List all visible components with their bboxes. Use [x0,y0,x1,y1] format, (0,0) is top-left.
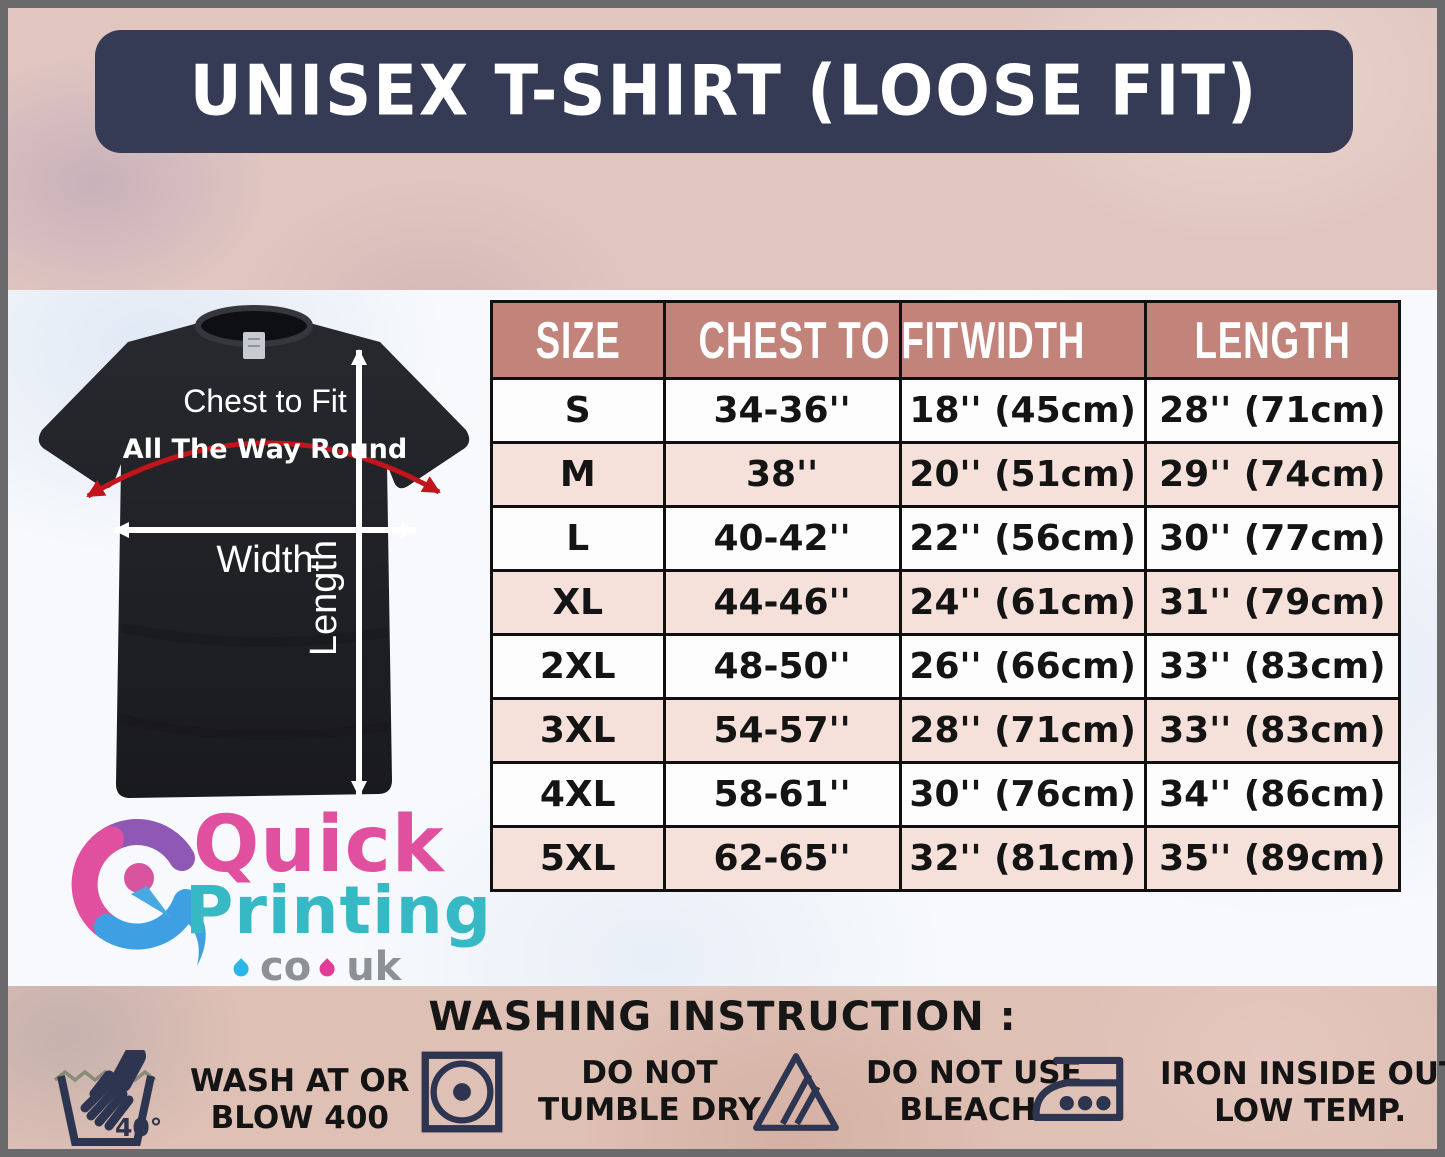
tshirt-image: Chest to Fit All The Way Round Width Len… [38,305,470,798]
col-header-length: LENGTH [1143,300,1402,380]
iron-inside-out-icon [1032,1056,1124,1122]
logo-swirl-icon [71,819,206,966]
chest-measure-arc [86,440,441,499]
size-table-header-row: SIZE CHEST TO FIT WIDTH LENGTH [490,300,1402,380]
logo-suffix-uk: uk [346,944,402,990]
table-row-5xl: 5XL 62-65'' 32'' (81cm) 35'' (89cm) [490,825,1402,892]
col-header-chest: CHEST TO FIT [662,300,958,380]
wash-label: IRON INSIDE OUT LOW TEMP. [1160,1056,1445,1129]
cyan-drop-icon [230,957,252,980]
washing-item-bleach: DO NOT USE BLEACH. [750,1050,1082,1134]
table-row-xl: XL 44-46'' 24'' (61cm) 31'' (79cm) [490,569,1402,636]
tshirt-measurement-diagram: Chest to Fit All The Way Round Width Len… [22,298,487,825]
quickprinting-logo: Quick Printing co uk [65,800,495,990]
table-row-2xl: 2XL 48-50'' 26'' (66cm) 33'' (83cm) [490,633,1402,700]
width-label: Width [216,539,313,581]
table-row-4xl: 4XL 58-61'' 30'' (76cm) 34'' (86cm) [490,761,1402,828]
wash-temp-label: 40° [115,1113,162,1142]
hand-wash-40-icon: 40° [53,1050,162,1146]
wash-label: DO NOT USE BLEACH. [866,1055,1082,1128]
col-header-width: WIDTH [898,300,1147,380]
do-not-tumble-dry-icon [421,1051,503,1133]
magenta-drop-icon [316,957,338,980]
title-banner: UNISEX T-SHIRT (LOOSE FIT) [95,30,1353,153]
col-header-size: SIZE [490,300,666,380]
logo-suffix: co uk [230,944,402,990]
table-row-s: S 34-36'' 18'' (45cm) 28'' (71cm) [490,377,1402,444]
table-row-m: M 38'' 20'' (51cm) 29'' (74cm) [490,441,1402,508]
table-row-l: L 40-42'' 22'' (56cm) 30'' (77cm) [490,505,1402,572]
logo-word-quick: Quick [193,800,445,890]
logo-word-printing: Printing [185,872,492,949]
logo-suffix-co: co [260,944,312,990]
wash-label: WASH AT OR BLOW 400 [190,1063,410,1136]
length-label: Length [303,540,345,656]
washing-item-hand-wash: 40° WASH AT OR BLOW 400 [50,1050,410,1150]
washing-instruction-title: WASHING INSTRUCTION : [428,994,1017,1040]
wash-label: DO NOT TUMBLE DRY [538,1055,761,1128]
page-title: UNISEX T-SHIRT (LOOSE FIT) [189,51,1259,132]
do-not-bleach-icon [753,1053,839,1131]
size-table: SIZE CHEST TO FIT WIDTH LENGTH S 34-36''… [490,300,1402,892]
chest-to-fit-label: Chest to Fit [183,383,347,419]
washing-item-tumble-dry: DO NOT TUMBLE DRY [420,1050,761,1134]
bottom-watercolor-band [8,986,1437,1149]
all-the-way-round-label: All The Way Round [123,434,407,465]
washing-item-iron: IRON INSIDE OUT LOW TEMP. [1026,1050,1445,1136]
table-row-3xl: 3XL 54-57'' 28'' (71cm) 33'' (83cm) [490,697,1402,764]
